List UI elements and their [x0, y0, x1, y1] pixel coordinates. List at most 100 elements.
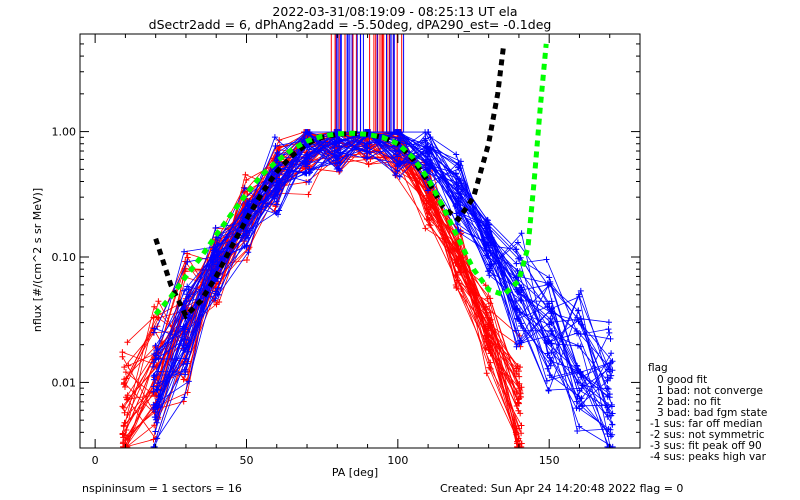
blue-sector-traces-point — [151, 329, 157, 336]
red-sector-traces-point — [121, 364, 128, 371]
blue-sector-traces-point — [607, 335, 614, 342]
red-sector-traces-point — [487, 359, 494, 366]
blue-sector-traces-point — [577, 316, 584, 323]
y-tick-label: 0.10 — [52, 251, 77, 264]
blue-sector-traces-point — [182, 346, 189, 353]
blue-sector-traces-point — [513, 274, 520, 281]
legend-item: -1 sus: far off median — [650, 418, 762, 430]
blue-sector-traces-point — [577, 369, 584, 376]
blue-sector-traces-point — [576, 423, 583, 430]
red-sector-traces-point — [121, 409, 128, 416]
blue-sector-traces-point — [181, 394, 188, 401]
blue-sector-traces-point — [152, 356, 159, 363]
red-sector-traces-point — [120, 423, 127, 430]
blue-sector-traces-point — [395, 162, 402, 169]
blue-sector-traces-point — [548, 340, 555, 347]
blue-sector-traces-point — [243, 242, 250, 249]
blue-sector-traces-point — [271, 134, 278, 141]
blue-sector-traces-point — [245, 249, 252, 256]
blue-sector-traces-point — [609, 431, 616, 438]
blue-sector-traces-point — [483, 252, 490, 259]
red-sector-traces-point — [125, 362, 132, 369]
blue-sector-traces-point — [609, 410, 616, 417]
blue-sector-traces-point — [608, 350, 615, 357]
blue-sector-traces-point — [212, 278, 218, 285]
axes: 0 50 100 150 0.01 0.10 1.00 — [52, 33, 641, 467]
red-sector-traces-point — [119, 431, 126, 438]
red-sector-traces-point — [483, 370, 490, 377]
blue-sector-traces-point — [548, 305, 555, 312]
blue-sector-traces-line — [157, 134, 609, 418]
blue-sector-traces-point — [573, 362, 580, 369]
blue-sector-traces-line — [154, 131, 609, 408]
red-sector-traces-point — [123, 394, 129, 401]
blue-sector-traces-point — [303, 170, 310, 177]
blue-sector-traces-point — [574, 428, 581, 434]
blue-sector-traces-point — [513, 286, 520, 293]
blue-sector-traces-point — [152, 342, 159, 349]
blue-sector-traces-point — [607, 426, 614, 433]
red-sector-traces-point — [276, 137, 283, 144]
green-dashed-fit — [153, 43, 549, 316]
blue-sector-traces-point — [543, 377, 550, 384]
blue-sector-traces-point — [453, 210, 460, 217]
blue-sector-traces-point — [608, 403, 615, 410]
blue-sector-traces-point — [488, 263, 495, 269]
blue-sector-traces-point — [154, 380, 161, 387]
blue-sector-traces-point — [605, 402, 611, 409]
blue-sector-traces-point — [578, 321, 585, 328]
legend-item: 1 bad: not converge — [657, 385, 763, 397]
blue-sector-traces-point — [543, 256, 550, 263]
blue-sector-traces-point — [425, 187, 431, 194]
blue-sector-traces-point — [423, 158, 430, 165]
blue-sector-traces-point — [150, 373, 157, 380]
blue-sector-traces-point — [210, 254, 217, 261]
blue-sector-traces-point — [396, 173, 403, 180]
red-sector-traces-line — [122, 131, 522, 438]
x-tick-label: 50 — [239, 454, 253, 467]
red-sector-traces-point — [428, 215, 434, 221]
blue-sector-traces-point — [486, 244, 493, 251]
red-sector-traces-point — [487, 319, 494, 326]
blue-sector-traces-point — [246, 206, 253, 213]
blue-sector-traces-point — [454, 221, 461, 227]
blue-sector-traces-point — [609, 367, 616, 374]
blue-sector-traces-point — [518, 230, 525, 237]
blue-sector-traces-point — [153, 419, 160, 426]
blue-sector-traces-point — [577, 287, 584, 294]
flag-legend: flag 0 good fit 1 bad: not converge 2 ba… — [648, 362, 767, 463]
blue-sector-traces-point — [153, 352, 160, 359]
blue-sector-traces-point — [577, 331, 584, 338]
blue-sector-traces-point — [243, 235, 250, 242]
blue-sector-traces-point — [453, 151, 460, 158]
red-sector-traces-point — [518, 430, 525, 437]
blue-sector-traces-line — [157, 131, 611, 431]
blue-sector-traces-point — [455, 190, 462, 197]
blue-sector-traces-point — [152, 416, 159, 423]
blue-sector-traces-point — [335, 161, 341, 167]
blue-sector-traces-point — [606, 394, 613, 401]
blue-sector-traces-line — [152, 131, 612, 376]
blue-sector-traces-point — [513, 343, 520, 350]
red-sector-traces-point — [487, 295, 494, 302]
blue-sector-traces-point — [151, 376, 158, 383]
blue-sector-traces-point — [361, 140, 368, 147]
blue-sector-traces-point — [181, 248, 188, 255]
blue-sector-traces-point — [514, 239, 521, 246]
blue-sector-traces-point — [396, 158, 403, 165]
red-sector-traces-point — [155, 298, 162, 305]
blue-sector-traces-point — [543, 339, 550, 346]
blue-sector-traces-point — [546, 372, 553, 379]
blue-sector-traces-point — [306, 179, 312, 185]
red-sector-traces-point — [151, 303, 158, 310]
footer-right: Created: Sun Apr 24 14:20:48 2022 flag =… — [440, 482, 683, 495]
blue-sector-traces-point — [241, 209, 248, 216]
blue-sector-traces-point — [394, 168, 401, 174]
blue-sector-traces-point — [513, 246, 520, 253]
blue-sector-traces-point — [306, 153, 313, 160]
red-sector-traces-point — [122, 369, 129, 376]
chart-title: 2022-03-31/08:19:09 - 08:25:13 UT ela — [272, 4, 517, 19]
blue-sector-traces-point — [154, 347, 161, 353]
blue-sector-traces-point — [545, 387, 552, 394]
x-axis-label: PA [deg] — [332, 466, 378, 479]
